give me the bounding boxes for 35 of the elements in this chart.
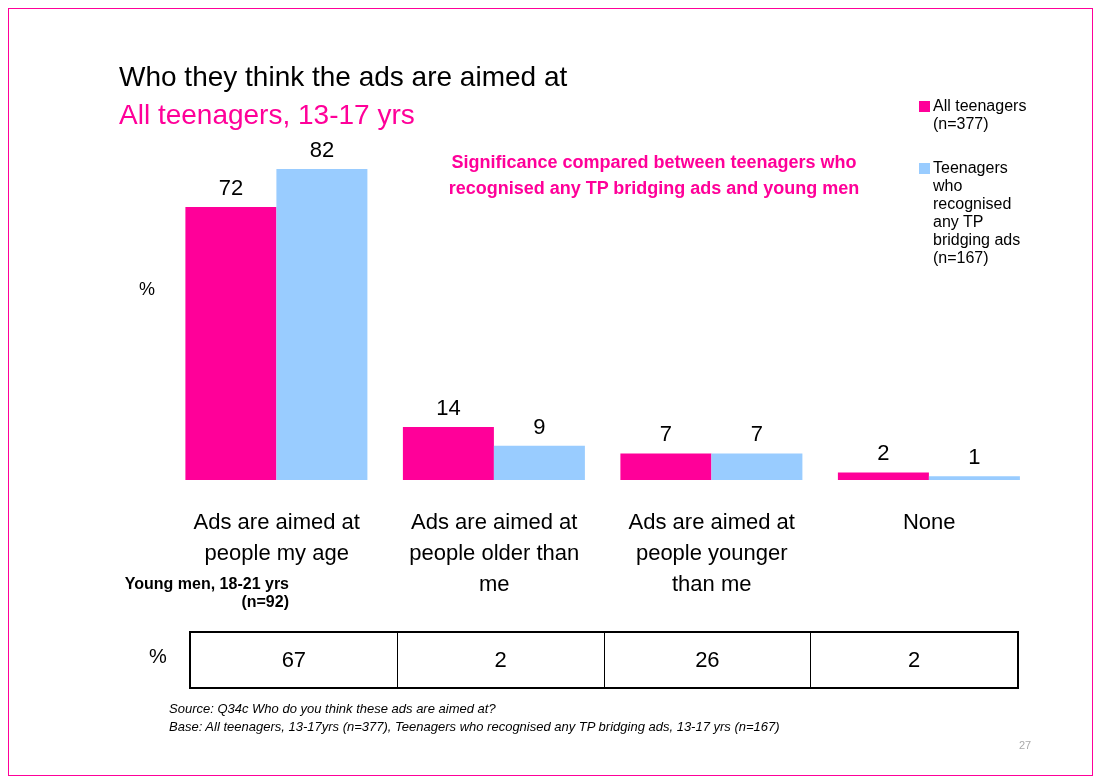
legend-label: Teenagers who recognised any TP bridging ads (n=167) xyxy=(933,159,1022,267)
data-label: 7 xyxy=(750,421,764,447)
text: Base: All teenagers, 13-17yrs (n=377), Teenagers who recognised any TP bridging ads, 13-17 yrs (n=167) xyxy=(169,719,781,734)
data-label: 82 xyxy=(309,137,335,162)
annotation: Significance compared between teenagers who recognised any TP bridging ads and young men xyxy=(447,151,861,200)
bar xyxy=(402,426,494,480)
text: 67 xyxy=(280,646,308,674)
data-label: 7 xyxy=(659,421,673,447)
bar xyxy=(493,445,585,480)
bar xyxy=(711,453,803,480)
text: 27 xyxy=(1019,739,1032,751)
x-tick-label: Ads are aimed at people younger than me xyxy=(627,508,796,598)
x-tick-label: Ads are aimed at people my age xyxy=(192,508,361,567)
text: 26 xyxy=(603,633,811,687)
chart-subtitle: All teenagers, 13-17 yrs xyxy=(119,99,415,131)
data-label: 2 xyxy=(877,440,890,466)
bar xyxy=(185,206,277,480)
bar xyxy=(620,453,712,480)
source-note: Source: Q34c Who do you think these ads are aimed at? xyxy=(169,701,497,716)
x-tick-label: None xyxy=(901,508,957,536)
bar xyxy=(837,472,929,480)
data-label: 1 xyxy=(968,444,981,470)
text: 2 xyxy=(810,633,1017,687)
text: 2 xyxy=(396,633,604,687)
text: % xyxy=(149,645,167,668)
legend-label: All teenagers (n=377) xyxy=(933,97,1028,133)
data-label: 72 xyxy=(218,174,244,200)
chart-title: Who they think the ads are aimed at xyxy=(119,61,568,93)
data-label: 9 xyxy=(533,413,546,439)
bar xyxy=(928,476,1020,480)
text: Young men, 18-21 yrs (n=92) xyxy=(123,575,289,611)
x-tick-label: Ads are aimed at people older than me xyxy=(408,508,581,598)
data-label: 14 xyxy=(436,394,461,420)
bar xyxy=(276,169,368,480)
y-axis-title: % xyxy=(139,279,156,300)
